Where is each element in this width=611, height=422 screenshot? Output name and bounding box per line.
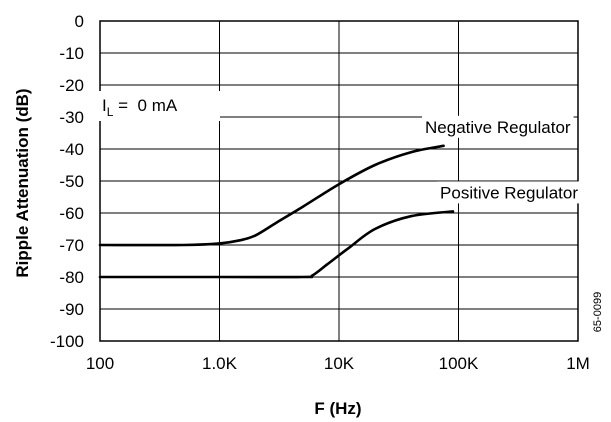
condition-label-background bbox=[96, 91, 220, 121]
y-tick-label: -40 bbox=[59, 140, 84, 159]
series-line-positive-regulator bbox=[98, 210, 455, 279]
x-tick-label: 1.0K bbox=[202, 354, 238, 373]
x-tick-label: 100 bbox=[86, 354, 114, 373]
y-tick-label: -80 bbox=[59, 268, 84, 287]
series-group bbox=[98, 144, 455, 279]
series-label-negative-regulator: Negative Regulator bbox=[422, 115, 574, 138]
y-tick-label: -60 bbox=[59, 204, 84, 223]
y-axis-title: Ripple Attenuation (dB) bbox=[13, 88, 32, 277]
condition-label: IL = 0 mA bbox=[102, 96, 178, 119]
series-label-text: Negative Regulator bbox=[425, 118, 571, 137]
y-tick-labels: 0 -10 -20 -30 -40 -50 -60 -70 -80 -90 -100 bbox=[50, 12, 84, 351]
x-tick-label: 1M bbox=[566, 354, 590, 373]
y-tick-label: 0 bbox=[75, 12, 84, 31]
series-labels: Negative Regulator Positive Regulator bbox=[422, 115, 581, 204]
plot-frame bbox=[99, 20, 579, 342]
series-label-text: Positive Regulator bbox=[440, 183, 578, 202]
condition-symbol: I bbox=[102, 96, 107, 115]
y-tick-label: -20 bbox=[59, 76, 84, 95]
y-tick-label: -10 bbox=[59, 44, 84, 63]
x-tick-label: 10K bbox=[324, 354, 355, 373]
x-axis-title: F (Hz) bbox=[314, 399, 361, 418]
series-line-negative-regulator bbox=[98, 144, 445, 247]
condition-subscript: L bbox=[107, 105, 114, 119]
y-tick-label: -90 bbox=[59, 300, 84, 319]
y-tick-label: -30 bbox=[59, 108, 84, 127]
grid bbox=[99, 20, 579, 342]
series-label-background bbox=[437, 181, 581, 204]
figure-code: 65-0099 bbox=[592, 292, 604, 332]
series-label-positive-regulator: Positive Regulator bbox=[437, 181, 581, 204]
y-tick-label: -70 bbox=[59, 236, 84, 255]
series-label-background bbox=[422, 115, 574, 138]
condition-value: = 0 mA bbox=[113, 96, 177, 115]
y-tick-label: -50 bbox=[59, 172, 84, 191]
y-tick-label: -100 bbox=[50, 332, 84, 351]
x-tick-labels: 100 1.0K 10K 100K 1M bbox=[86, 354, 590, 373]
x-tick-label: 100K bbox=[439, 354, 479, 373]
